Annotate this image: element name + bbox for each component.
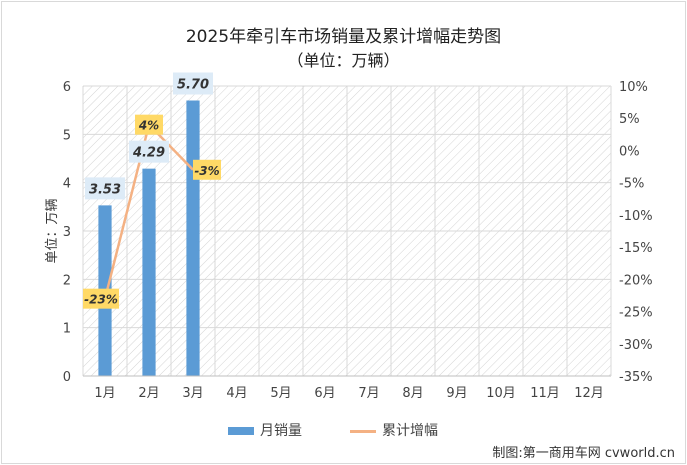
x-tick-label: 1月: [94, 386, 115, 401]
y-left-tick-label: 3: [63, 225, 71, 240]
y-left-tick-label: 2: [63, 273, 71, 288]
bar-value-label: 4.29: [132, 146, 165, 161]
y-right-tick-label: 5%: [619, 112, 640, 127]
y-right-tick-label: -20%: [619, 273, 653, 288]
x-tick-label: 3月: [182, 386, 203, 401]
legend-item-line: 累计增幅: [350, 420, 438, 440]
y-right-tick-label: 0%: [619, 144, 640, 159]
legend-label-line: 累计增幅: [382, 423, 438, 439]
line-label-box: [83, 288, 119, 309]
y-right-tick-label: -30%: [619, 338, 653, 353]
chart-subtitle: （单位：万辆）: [287, 51, 400, 70]
y-left-tick-label: 5: [63, 128, 71, 143]
bar-value-label: 5.70: [177, 78, 209, 93]
x-tick-label: 6月: [314, 386, 335, 401]
legend-item-bar: 月销量: [228, 420, 302, 440]
line-value-label: -23%: [84, 293, 118, 307]
legend-swatch-bar: [228, 427, 254, 435]
bar: [142, 168, 156, 376]
bar: [186, 100, 200, 376]
x-tick-label: 10月: [486, 386, 516, 401]
y-right-tick-label: -10%: [619, 209, 653, 224]
x-tick-label: 7月: [358, 386, 379, 401]
legend-swatch-line: [350, 429, 376, 433]
x-tick-label: 5月: [270, 386, 291, 401]
bar-value-label: 3.53: [89, 182, 121, 197]
y-right-tick-label: -35%: [619, 370, 653, 385]
y-left-tick-label: 4: [63, 177, 71, 192]
y-right-tick-label: -25%: [619, 306, 653, 321]
credit-text: 制图:第一商用车网 cvworld.cn: [492, 446, 675, 461]
y-axis-label: 单位：万辆: [45, 198, 60, 263]
chart-title: 2025年牵引车市场销量及累计增幅走势图: [185, 27, 502, 47]
line-label-box: [193, 159, 221, 180]
bar-label-box: [129, 140, 169, 163]
bar-label-box: [173, 72, 213, 95]
y-right-tick-label: -15%: [619, 241, 653, 256]
legend-label-bar: 月销量: [260, 423, 302, 439]
line-value-label: -3%: [194, 164, 219, 178]
line-label-box: [135, 114, 163, 135]
x-tick-label: 11月: [530, 386, 560, 401]
x-tick-label: 8月: [402, 386, 423, 401]
y-right-tick-label: 10%: [619, 80, 648, 95]
x-tick-label: 2月: [138, 386, 159, 401]
x-tick-label: 4月: [226, 386, 247, 401]
y-left-tick-label: 0: [63, 370, 71, 385]
y-right-tick-label: -5%: [619, 177, 644, 192]
y-left-tick-label: 1: [63, 322, 71, 337]
x-tick-label: 12月: [574, 386, 604, 401]
y-left-tick-label: 6: [63, 80, 71, 95]
line-value-label: 4%: [138, 119, 159, 133]
x-tick-label: 9月: [446, 386, 467, 401]
bar-label-box: [85, 177, 125, 200]
